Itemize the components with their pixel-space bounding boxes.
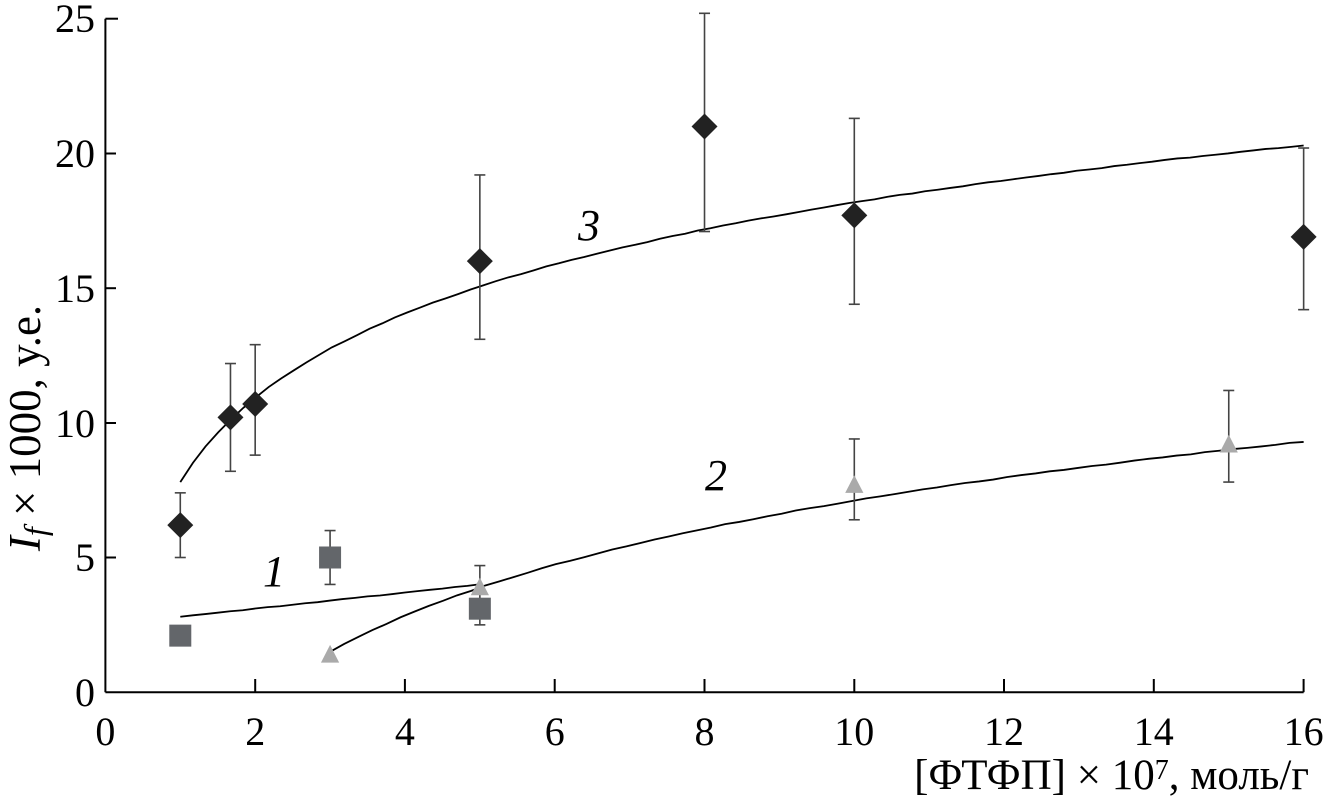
svg-text:3: 3 [577, 201, 600, 250]
svg-text:2: 2 [245, 709, 265, 754]
svg-text:1: 1 [263, 547, 285, 596]
svg-text:If × 1000, y.e.: If × 1000, y.e. [0, 305, 53, 552]
svg-text:15: 15 [55, 266, 95, 311]
svg-text:16: 16 [1284, 709, 1323, 754]
svg-text:2: 2 [705, 451, 727, 500]
svg-text:5: 5 [75, 535, 95, 580]
svg-text:14: 14 [1134, 709, 1174, 754]
svg-text:[ФТФП] × 107, моль/г: [ФТФП] × 107, моль/г [914, 752, 1309, 796]
svg-text:20: 20 [55, 131, 95, 176]
svg-text:8: 8 [695, 709, 715, 754]
svg-text:25: 25 [55, 0, 95, 41]
svg-text:10: 10 [834, 709, 874, 754]
svg-text:10: 10 [55, 401, 95, 446]
svg-text:0: 0 [75, 670, 95, 715]
svg-text:0: 0 [95, 709, 115, 754]
svg-text:6: 6 [545, 709, 565, 754]
svg-text:12: 12 [984, 709, 1024, 754]
svg-text:4: 4 [395, 709, 415, 754]
